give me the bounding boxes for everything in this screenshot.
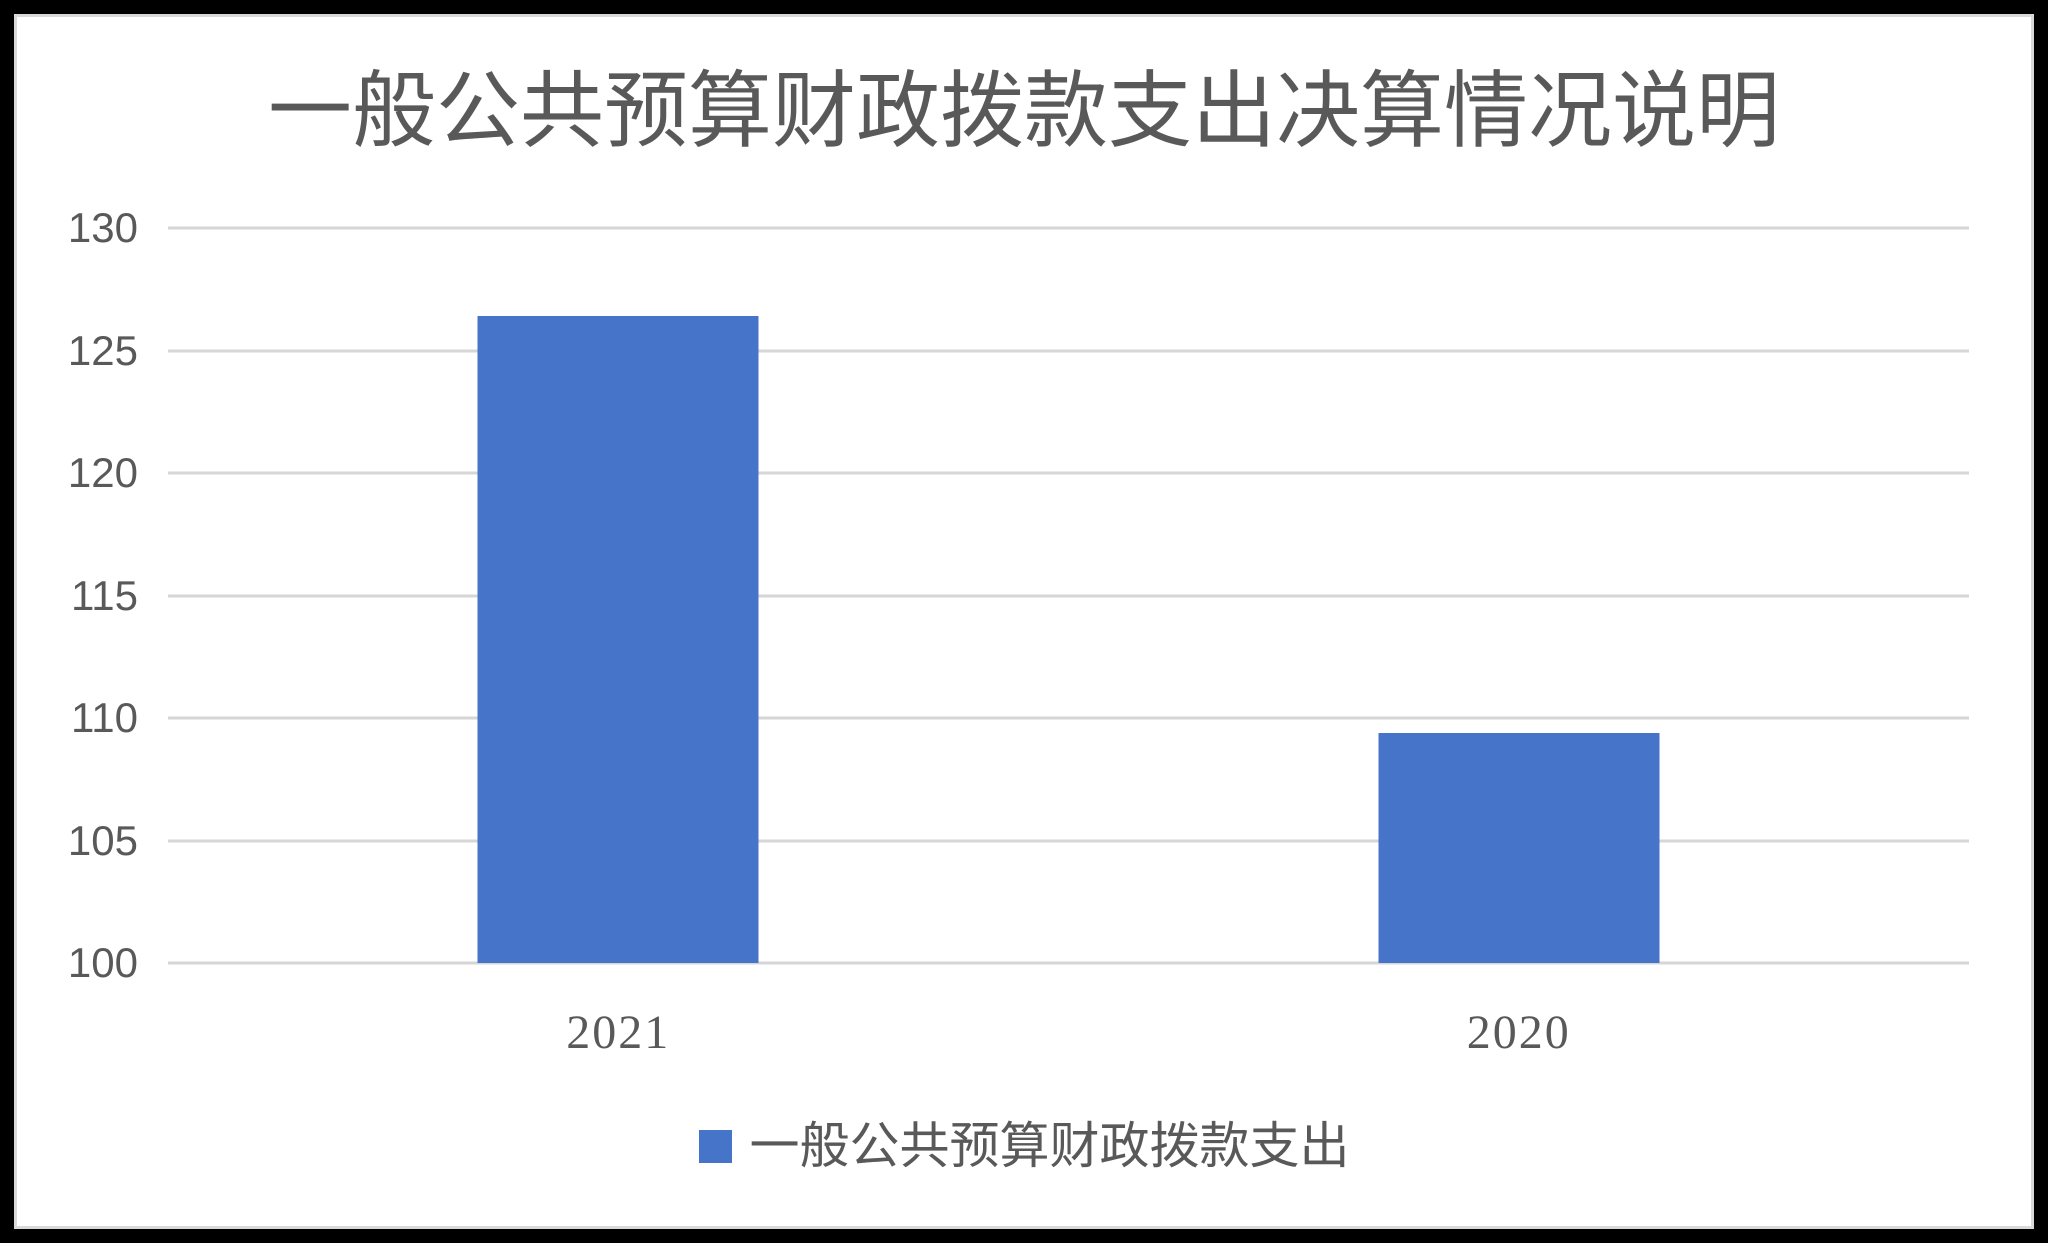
gridline-110 [168, 716, 1969, 720]
y-tick-label-130: 130 [67, 204, 138, 251]
chart-title: 一般公共预算财政拨款支出决算情况说明 [267, 66, 1780, 159]
x-tick-label-2021: 2021 [566, 1006, 671, 1059]
bar-2020 [1378, 732, 1660, 963]
y-tick-label-105: 105 [67, 816, 138, 864]
plot-area [168, 226, 1969, 965]
gridline-100 [168, 961, 1969, 965]
gridline-115 [168, 594, 1969, 597]
gridline-120 [168, 471, 1969, 475]
y-tick-label-110: 110 [71, 694, 138, 741]
y-tick-label-125: 125 [67, 326, 138, 374]
gridline-125 [168, 349, 1969, 352]
x-axis: 2021 2020 [168, 1007, 1969, 1067]
chart-canvas: 一般公共预算财政拨款支出决算情况说明 130 125 120 115 110 105 100… [14, 14, 2034, 1229]
gridline-130 [168, 226, 1969, 230]
y-axis: 130 125 120 115 110 105 100 [17, 207, 138, 984]
y-tick-label-120: 120 [67, 449, 138, 496]
y-tick-label-115: 115 [71, 571, 138, 619]
y-tick-label-100: 100 [67, 939, 138, 986]
legend-series-label: 一般公共预算财政拨款支出 [749, 1118, 1350, 1174]
legend-swatch-icon [698, 1130, 732, 1163]
x-tick-label-2020: 2020 [1466, 1006, 1571, 1059]
legend: 一般公共预算财政拨款支出 [17, 1119, 2031, 1174]
bar-2021 [477, 316, 759, 963]
gridline-105 [168, 839, 1969, 842]
